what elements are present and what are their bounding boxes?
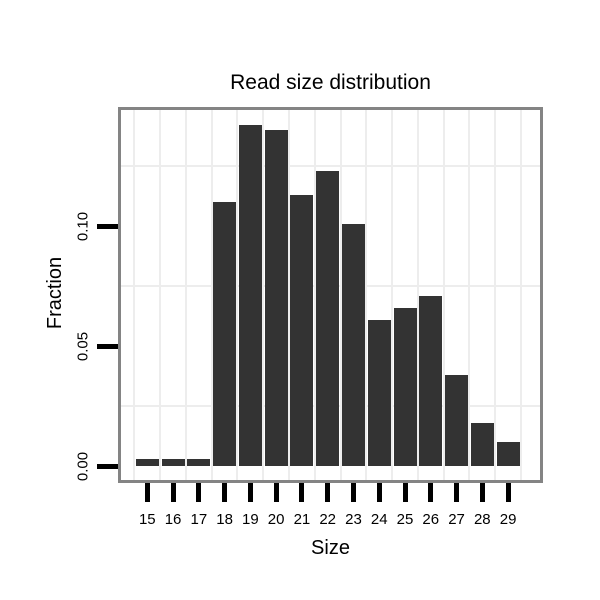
- x-tick: [325, 483, 331, 502]
- y-axis-label: Fraction: [44, 256, 66, 330]
- x-tick: [196, 483, 202, 502]
- gridline-vertical: [494, 110, 497, 480]
- gridline-vertical: [288, 110, 291, 480]
- x-tick: [454, 483, 460, 502]
- x-tick: [376, 483, 382, 502]
- x-axis-label: Size: [311, 537, 350, 559]
- chart-title: Read size distribution: [230, 71, 431, 94]
- gridline-vertical: [468, 110, 471, 480]
- bar-size-22: [316, 170, 340, 466]
- bar-size-18: [213, 202, 237, 466]
- x-tick-label: 24: [370, 511, 388, 528]
- x-tick: [273, 483, 279, 502]
- gridline-vertical: [519, 110, 522, 480]
- y-tick-label: 0.05: [74, 331, 92, 361]
- x-tick-label: 18: [216, 511, 233, 528]
- x-tick-label: 23: [345, 511, 362, 528]
- x-tick: [350, 483, 356, 502]
- gridline-horizontal: [121, 165, 540, 167]
- bar-size-26: [419, 295, 443, 466]
- bar-size-25: [393, 307, 417, 466]
- x-tick-label: 17: [190, 511, 208, 528]
- bar-size-16: [161, 458, 185, 466]
- x-tick-label: 21: [293, 511, 311, 528]
- gridline-vertical: [159, 110, 162, 480]
- y-tick-label: 0.10: [74, 211, 92, 241]
- x-tick: [428, 483, 434, 502]
- gridline-vertical: [365, 110, 368, 480]
- x-tick-label: 19: [242, 511, 259, 528]
- gridline-vertical: [184, 110, 187, 480]
- x-tick-label: 15: [138, 511, 156, 528]
- gridline-vertical: [133, 110, 136, 480]
- x-tick: [299, 483, 305, 502]
- gridline-vertical: [416, 110, 419, 480]
- gridline-vertical: [210, 110, 213, 480]
- gridline-vertical: [262, 110, 265, 480]
- x-tick: [170, 483, 176, 502]
- y-tick-label: 0.00: [74, 451, 92, 481]
- bar-size-17: [187, 458, 211, 466]
- x-tick: [505, 483, 511, 502]
- gridline-vertical: [391, 110, 394, 480]
- x-tick-label: 20: [267, 511, 285, 528]
- bar-size-23: [341, 223, 365, 466]
- bar-size-15: [135, 458, 159, 466]
- x-tick-label: 29: [499, 511, 517, 528]
- y-tick: [97, 463, 118, 469]
- x-tick: [144, 483, 150, 502]
- bar-size-20: [264, 130, 288, 466]
- x-tick-label: 28: [473, 511, 491, 528]
- gridline-vertical: [442, 110, 445, 480]
- x-tick-label: 22: [319, 511, 337, 528]
- x-tick: [402, 483, 408, 502]
- gridline-vertical: [313, 110, 316, 480]
- bar-size-28: [470, 422, 494, 466]
- x-tick: [479, 483, 485, 502]
- bar-size-27: [445, 374, 469, 466]
- plot-panel: [118, 107, 543, 483]
- bar-size-24: [367, 319, 391, 466]
- x-tick-label: 27: [448, 511, 465, 528]
- gridline-vertical: [339, 110, 342, 480]
- x-tick: [247, 483, 253, 502]
- x-tick-label: 26: [422, 511, 440, 528]
- gridline-vertical: [236, 110, 239, 480]
- bar-size-19: [238, 125, 262, 466]
- x-tick: [222, 483, 228, 502]
- x-tick-label: 25: [396, 511, 414, 528]
- x-tick-label: 16: [164, 511, 182, 528]
- bar-size-29: [496, 442, 520, 466]
- y-tick: [97, 223, 118, 229]
- y-tick: [97, 343, 118, 349]
- bar-size-21: [290, 194, 314, 466]
